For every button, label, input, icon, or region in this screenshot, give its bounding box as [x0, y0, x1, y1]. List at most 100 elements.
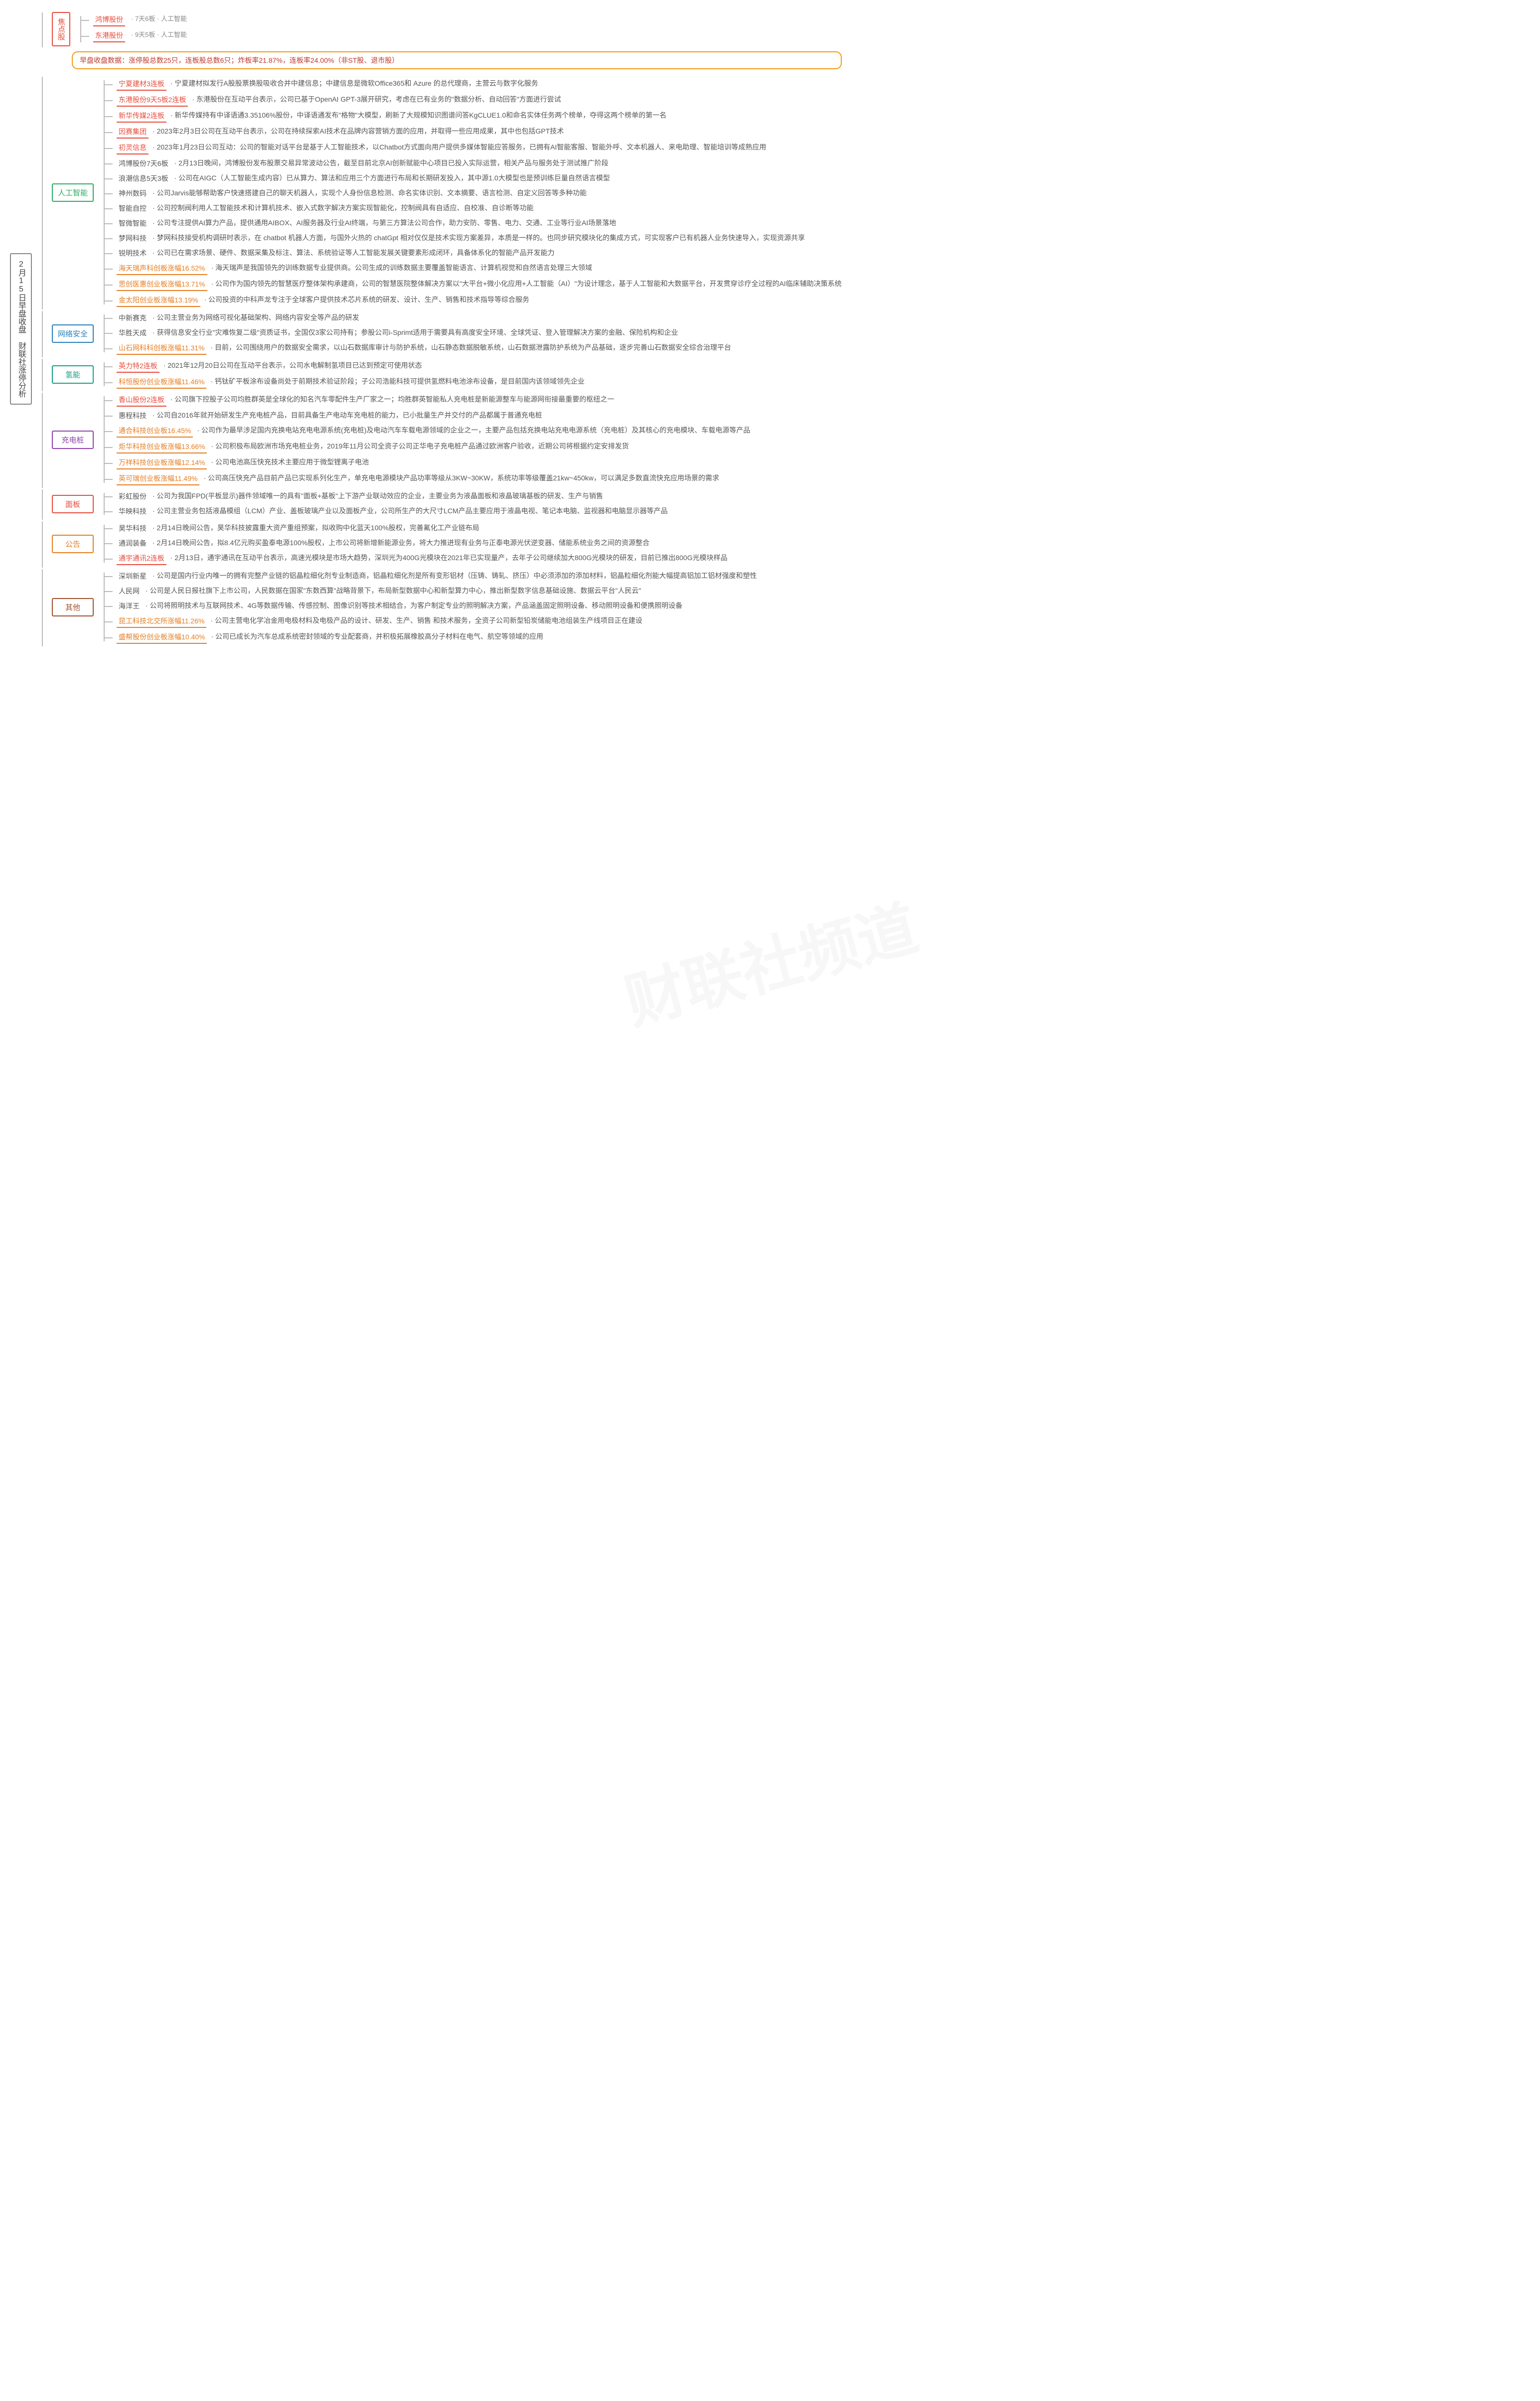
stock-name: 英力特2连板	[117, 360, 159, 373]
section: 氢能 英力特2连板 · 2021年12月20日公司在互动平台表示，公司水电解制氢项目…	[52, 358, 842, 390]
stock-name: 炬华科技创业板涨幅13.66%	[117, 441, 207, 453]
section-items: 彩虹股份· 公司为我国FPD(平板显示)器件领域唯一的具有"面板+基板"上下游产…	[114, 489, 668, 519]
stock-desc: · 2月14日晚间公告，拟8.4亿元购买盈泰电源100%股权，上市公司将新增新能…	[153, 537, 728, 548]
section-label: 其他	[52, 598, 94, 616]
section-label: 面板	[52, 495, 94, 513]
stock-desc: · 公司已在需求场景、硬件、数据采集及标注、算法、系统验证等人工智能发展关键要素…	[153, 247, 842, 258]
section-label: 氢能	[52, 365, 94, 384]
stock-name: 鸿博股份	[93, 13, 125, 26]
stock-name: 初灵信息	[117, 142, 149, 154]
stock-desc: · 2月14日晚间公告，昊华科技披露重大资产重组预案，拟收购中化蓝天100%股权…	[153, 522, 728, 533]
section: 网络安全中新赛克· 公司主营业务为网络可视化基础架构、网络内容安全等产品的研发华…	[52, 310, 842, 356]
stock-name: 昊华科技	[117, 522, 149, 534]
stock-desc: · 公司Jarvis能够帮助客户快速搭建自己的聊天机器人，实现个人身份信息检测、…	[153, 187, 842, 198]
stock-name: 昆工科技北交所涨幅11.26%	[117, 615, 206, 628]
stock-item: 梦网科技 · 梦网科技接受机构调研时表示，在 chatbot 机器人方面，与国外火…	[114, 232, 842, 244]
section-label: 人工智能	[52, 183, 94, 202]
stock-item: 海天瑞声科创板涨幅16.52% · 海天瑞声是我国领先的训练数据专业提供商。公司生…	[114, 262, 842, 275]
focus-item: 鸿博股份 · 7天6板 · 人工智能	[90, 13, 187, 26]
stock-desc: · 2021年12月20日公司在互动平台表示，公司水电解制氢项目已达到预定可使用…	[163, 360, 585, 371]
stock-item: 惠程科技 · 公司自2016年就开始研发生产充电桩产品，目前具备生产电动车充电桩的…	[114, 410, 750, 422]
stock-desc: · 宁夏建材拟发行A股股票换股吸收合并中建信息；中建信息是微软Office365…	[170, 78, 842, 89]
stock-desc: · 公司将照明技术与互联网技术、4G等数据传输、传感控制、图像识别等技术相结合，…	[146, 600, 757, 611]
mindmap-root: 2月15日早盘收盘 财联社涨停分析 焦点股 鸿博股份· 7天6板 · 人工智能东…	[10, 10, 1540, 647]
stock-desc: · 公司自2016年就开始研发生产充电桩产品，目前具备生产电动车充电桩的能力，已…	[153, 410, 750, 421]
main-column: 焦点股 鸿博股份· 7天6板 · 人工智能东港股份· 9天5板 · 人工智能 早…	[52, 10, 842, 647]
stock-desc: · 获得信息安全行业"灾难恢复二级"资质证书，全国仅3家公司持有；参股公司i-S…	[153, 327, 731, 338]
section-items: 深圳新星 · 公司是国内行业内唯一的拥有完整产业链的铝晶粒细化剂专业制造商，铝晶粒…	[114, 569, 757, 645]
stock-item: 山石网科科创板涨幅11.31%· 目前，公司围绕用户的数据安全需求，以山石数据库…	[114, 342, 731, 355]
stock-tag: · 7天6板 · 人工智能	[131, 13, 187, 23]
stock-name: 通润装备	[117, 537, 149, 549]
section: 人工智能 宁夏建材3连板 · 宁夏建材拟发行A股股票换股吸收合并中建信息；中建信息是…	[52, 76, 842, 308]
section: 公告昊华科技· 2月14日晚间公告，昊华科技披露重大资产重组预案，拟收购中化蓝天…	[52, 521, 842, 567]
stock-item: 新华传媒2连板 · 新华传媒持有中译语通3.35106%股份，中译语通发布"格物"…	[114, 110, 842, 123]
stock-desc: · 公司作为国内领先的智慧医疗整体架构承建商，公司的智慧医院整体解决方案以"大平…	[211, 278, 842, 289]
stock-name: 神州数码	[117, 187, 149, 199]
stock-item: 宁夏建材3连板 · 宁夏建材拟发行A股股票换股吸收合并中建信息；中建信息是微软Of…	[114, 78, 842, 91]
stock-item: 因赛集团 · 2023年2月3日公司在互动平台表示，公司在持续探索AI技术在品牌内…	[114, 126, 842, 139]
watermark: 财联社频道	[615, 880, 926, 1041]
stock-name: 香山股份2连板	[117, 394, 166, 407]
stock-desc: · 公司作为最早涉足国内充换电站充电电源系统(充电桩)及电动汽车车载电源领域的企…	[197, 425, 750, 436]
stock-item: 智微智能· 公司专注提供AI算力产品，提供通用AIBOX、AI服务器及行业AI终…	[114, 217, 842, 229]
stock-name: 海天瑞声科创板涨幅16.52%	[117, 262, 207, 275]
stock-item: 华胜天成· 获得信息安全行业"灾难恢复二级"资质证书，全国仅3家公司持有；参股公…	[114, 327, 731, 339]
stock-item: 香山股份2连板 · 公司旗下控股子公司均胜群英是全球化的知名汽车零配件生产厂家之一…	[114, 394, 750, 407]
stock-desc: · 公司是国内行业内唯一的拥有完整产业链的铝晶粒细化剂专业制造商，铝晶粒细化剂是…	[153, 570, 757, 581]
stock-name: 惠程科技	[117, 410, 149, 422]
section: 充电桩 香山股份2连板 · 公司旗下控股子公司均胜群英是全球化的知名汽车零配件生产厂…	[52, 392, 842, 487]
stock-name: 英可瑞创业板涨幅11.49%	[117, 472, 199, 485]
stock-name: 彩虹股份	[117, 490, 149, 502]
section-label: 充电桩	[52, 431, 94, 449]
stock-desc: · 钙钛矿平板涂布设备尚处于前期技术验证阶段；子公司浩能科技可提供氢燃料电池涂布…	[210, 376, 585, 387]
stock-item: 浪潮信息5天3板· 公司在AIGC（人工智能生成内容）已从算力、算法和应用三个方…	[114, 172, 842, 184]
stock-desc: · 公司控制阀利用人工智能技术和计算机技术、嵌入式数字解决方案实现智能化，控制阀…	[153, 202, 842, 213]
stock-desc: · 2023年1月23日公司互动：公司的智能对话平台是基于人工智能技术，以Cha…	[153, 142, 842, 152]
stock-name: 东港股份9天5板2连板	[117, 94, 188, 107]
section-items: 宁夏建材3连板 · 宁夏建材拟发行A股股票换股吸收合并中建信息；中建信息是微软Of…	[114, 76, 842, 308]
stock-item: 初灵信息 · 2023年1月23日公司互动：公司的智能对话平台是基于人工智能技术，…	[114, 142, 842, 154]
stock-name: 因赛集团	[117, 126, 149, 139]
stock-item: 思创医惠创业板涨幅13.71%· 公司作为国内领先的智慧医疗整体架构承建商，公司…	[114, 278, 842, 291]
stock-item: 锐明技术 · 公司已在需求场景、硬件、数据采集及标注、算法、系统验证等人工智能发展…	[114, 247, 842, 259]
stock-name: 华映科技	[117, 505, 149, 517]
stock-name: 锐明技术	[117, 247, 149, 259]
stock-name: 智能自控	[117, 202, 149, 214]
stock-item: 人民网· 公司是人民日报社旗下上市公司，人民数据在国家"东数西算"战略背景下，布…	[114, 585, 757, 597]
stock-item: 昆工科技北交所涨幅11.26%· 公司主营电化学冶金用电极材料及电极产品的设计、…	[114, 615, 757, 628]
sections: 人工智能 宁夏建材3连板 · 宁夏建材拟发行A股股票换股吸收合并中建信息；中建信息是…	[52, 74, 842, 647]
stock-desc: · 新华传媒持有中译语通3.35106%股份，中译语通发布"格物"大模型，刷新了…	[170, 110, 842, 121]
stock-name: 科恒股份创业板涨幅11.46%	[117, 376, 206, 389]
stock-desc: · 梦网科技接受机构调研时表示，在 chatbot 机器人方面，与国外火热的 c…	[153, 232, 842, 243]
stock-item: 深圳新星 · 公司是国内行业内唯一的拥有完整产业链的铝晶粒细化剂专业制造商，铝晶粒…	[114, 570, 757, 582]
stock-item: 盛帮股份创业板涨幅10.40%· 公司已成长为汽车总成系统密封领域的专业配套商，…	[114, 631, 757, 644]
stock-item: 万祥科技创业板涨幅12.14%· 公司电池高压快充技术主要应用于微型锂离子电池	[114, 456, 750, 469]
stock-name: 通合科技创业板16.45%	[117, 425, 193, 438]
stock-name: 新华传媒2连板	[117, 110, 166, 123]
stock-item: 炬华科技创业板涨幅13.66%· 公司积极布局欧洲市场充电桩业务，2019年11…	[114, 441, 750, 453]
stock-item: 海洋王· 公司将照明技术与互联网技术、4G等数据传输、传感控制、图像识别等技术相…	[114, 600, 757, 612]
stock-desc: · 公司主营业务为网络可视化基础架构、网络内容安全等产品的研发	[153, 312, 731, 323]
stock-name: 深圳新星	[117, 570, 149, 582]
stock-name: 万祥科技创业板涨幅12.14%	[117, 456, 207, 469]
stock-desc: · 公司在AIGC（人工智能生成内容）已从算力、算法和应用三个方面进行布局和长期…	[174, 172, 842, 183]
section-items: 中新赛克 · 公司主营业务为网络可视化基础架构、网络内容安全等产品的研发华胜天成·…	[114, 310, 731, 356]
stock-desc: · 公司旗下控股子公司均胜群英是全球化的知名汽车零配件生产厂家之一；均胜群英智能…	[170, 394, 751, 405]
stock-name: 梦网科技	[117, 232, 149, 244]
section: 面板 彩虹股份· 公司为我国FPD(平板显示)器件领域唯一的具有"面板+基板"上下…	[52, 489, 842, 519]
stock-desc: · 公司专注提供AI算力产品，提供通用AIBOX、AI服务器及行业AI终端，与第…	[153, 217, 842, 228]
stock-item: 英可瑞创业板涨幅11.49%· 公司高压快充产品目前产品已实现系列化生产，单充电…	[114, 472, 750, 485]
section: 其他 深圳新星 · 公司是国内行业内唯一的拥有完整产业链的铝晶粒细化剂专业制造商，铝…	[52, 569, 842, 645]
focus-item: 东港股份· 9天5板 · 人工智能	[90, 29, 187, 42]
stock-name: 中新赛克	[117, 312, 149, 324]
stock-desc: · 公司已成长为汽车总成系统密封领域的专业配套商，并积极拓展橡胶高分子材料在电气…	[211, 631, 757, 642]
stock-desc: · 海天瑞声是我国领先的训练数据专业提供商。公司生成的训练数据主要覆盖智能语言、…	[211, 262, 842, 273]
stock-name: 人民网	[117, 585, 142, 597]
stock-tag: · 9天5板 · 人工智能	[131, 29, 187, 39]
stock-name: 鸿博股份7天6板	[117, 157, 170, 169]
stock-desc: · 2月13日晚间，鸿博股份发布股票交易异常波动公告，截至目前北京AI创新赋能中…	[174, 157, 842, 168]
stock-name: 宁夏建材3连板	[117, 78, 166, 91]
stock-desc: · 东港股份在互动平台表示，公司已基于OpenAI GPT-3展开研究，考虑在已…	[192, 94, 841, 105]
stock-desc: · 2023年2月3日公司在互动平台表示，公司在持续探索AI技术在品牌内容营销方…	[153, 126, 842, 137]
